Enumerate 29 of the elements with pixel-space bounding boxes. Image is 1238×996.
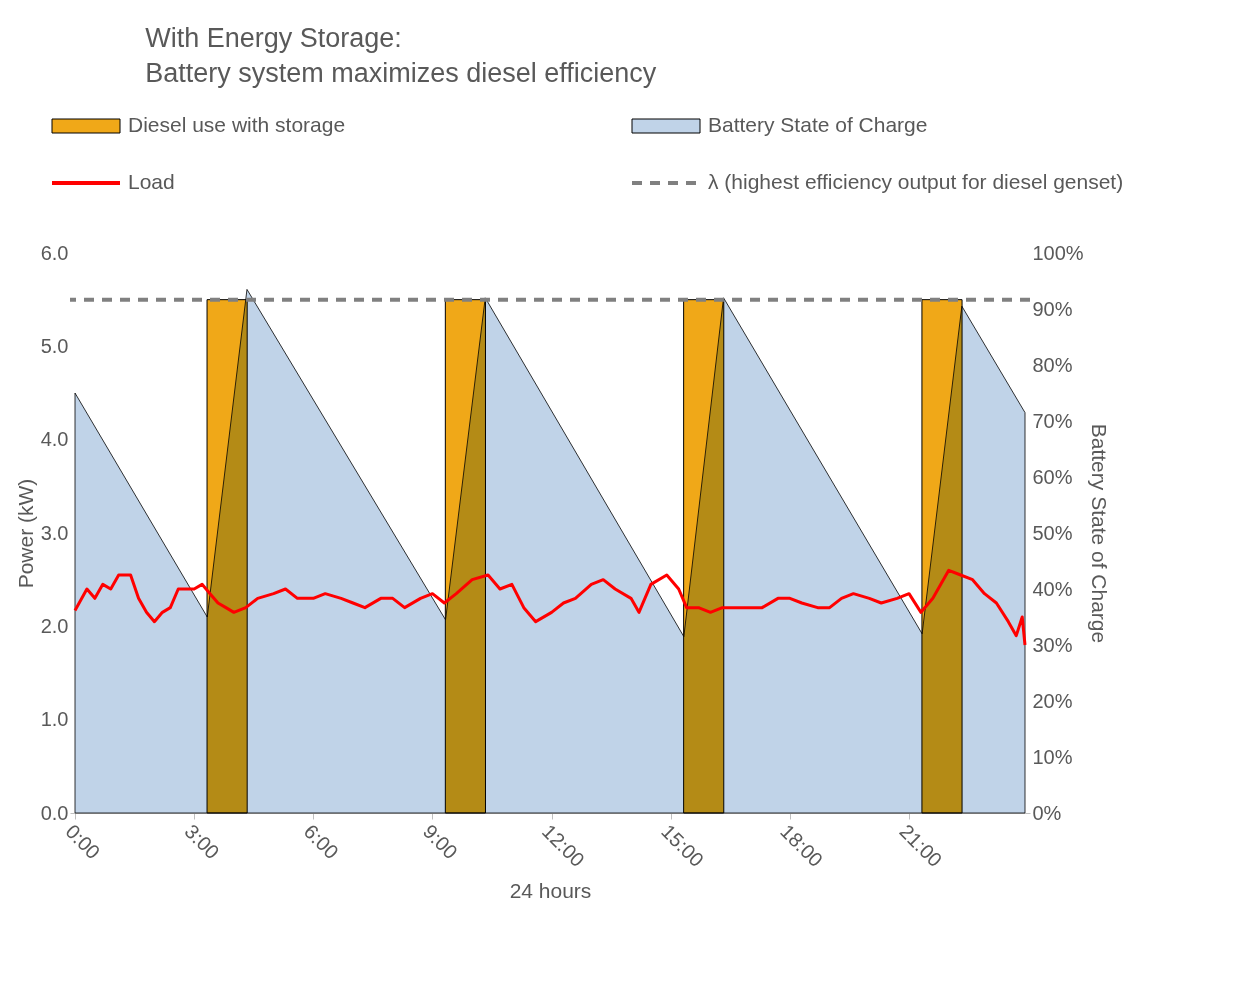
legend-label: λ (highest efficiency output for diesel genset) bbox=[708, 170, 1124, 193]
chart-title: With Energy Storage: bbox=[145, 23, 402, 53]
y-tick-label: 1.0 bbox=[40, 708, 69, 731]
y2-tick-label: 10% bbox=[1032, 745, 1073, 768]
x-tick-label: 3:00 bbox=[180, 820, 224, 864]
y2-tick-label: 50% bbox=[1032, 521, 1073, 544]
y-tick-label: 2.0 bbox=[40, 614, 69, 637]
y2-axis-title: Battery State of Charge bbox=[1087, 423, 1111, 644]
chart-subtitle: Battery system maximizes diesel efficiency bbox=[145, 58, 657, 88]
y2-tick-label: 90% bbox=[1032, 297, 1073, 320]
y2-tick-label: 60% bbox=[1032, 465, 1073, 488]
y2-tick-label: 80% bbox=[1032, 353, 1073, 376]
y2-tick-label: 100% bbox=[1032, 241, 1084, 264]
y2-tick-label: 0% bbox=[1032, 801, 1062, 824]
x-axis-title: 24 hours bbox=[509, 879, 592, 903]
y2-tick-label: 30% bbox=[1032, 633, 1073, 656]
x-tick-label: 6:00 bbox=[299, 820, 343, 864]
legend-label: Diesel use with storage bbox=[128, 113, 346, 136]
y2-tick-label: 70% bbox=[1032, 409, 1073, 432]
y2-tick-label: 20% bbox=[1032, 689, 1073, 712]
x-tick-label: 9:00 bbox=[418, 820, 462, 864]
y-tick-label: 5.0 bbox=[40, 334, 69, 357]
y-tick-label: 3.0 bbox=[40, 521, 69, 544]
y-tick-label: 6.0 bbox=[40, 241, 69, 264]
y-axis-title: Power (kW) bbox=[13, 478, 37, 589]
y-tick-label: 4.0 bbox=[40, 428, 69, 451]
y2-tick-label: 40% bbox=[1032, 577, 1073, 600]
legend-label: Battery State of Charge bbox=[708, 113, 928, 136]
legend-label: Load bbox=[128, 170, 175, 193]
